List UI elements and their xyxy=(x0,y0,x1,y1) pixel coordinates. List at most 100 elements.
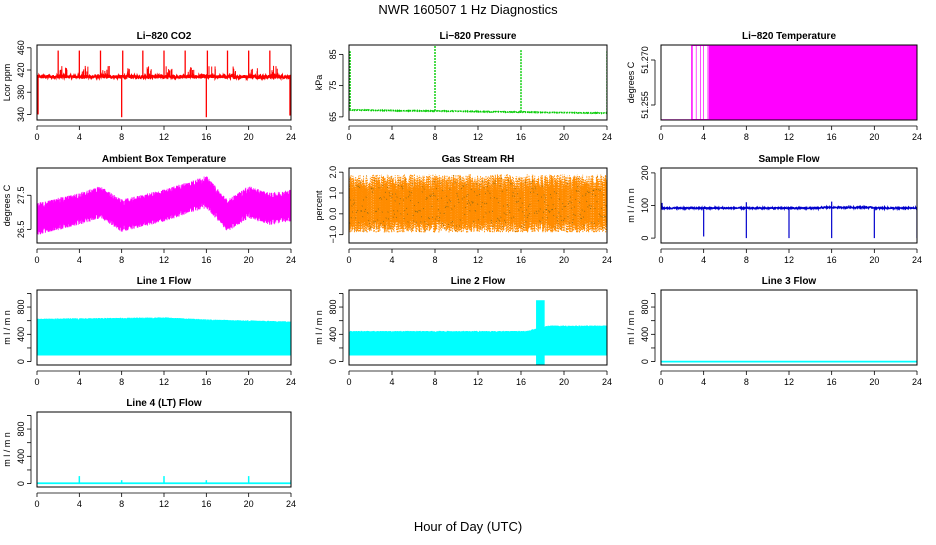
y-tick-label: 75 xyxy=(328,81,338,91)
y-tick-label: 460 xyxy=(16,40,26,55)
x-tick-label: 20 xyxy=(869,377,879,387)
x-tick-label: 20 xyxy=(244,499,254,509)
flow-event xyxy=(536,300,545,365)
oscillation-band xyxy=(695,45,917,120)
panel-co2: Li−820 CO2 Lcor ppm 0 4 8 12 16 20 24 340 380 420 46… xyxy=(2,31,296,142)
y-tick-label: 0 xyxy=(640,236,650,241)
x-tick-label: 0 xyxy=(346,377,351,387)
x-axis: 0 4 8 12 16 20 24 xyxy=(346,125,612,142)
y-axis: −1.0 0.0 1.0 2.0 xyxy=(328,166,344,244)
x-tick-label: 16 xyxy=(516,255,526,265)
x-axis: 0 4 8 12 16 20 24 xyxy=(346,370,612,387)
panel-rh: Gas Stream RH percent 0 4 8 12 16 20 24 −1.0 0.0 1.… xyxy=(314,154,612,265)
y-tick-label: 400 xyxy=(16,327,26,342)
y-axis: 0 400 800 xyxy=(16,415,32,486)
x-tick-label: 0 xyxy=(34,499,39,509)
oscillation-band xyxy=(37,176,291,235)
x-tick-label: 16 xyxy=(827,377,837,387)
y-tick-label: 420 xyxy=(16,62,26,77)
panel-line4: Line 4 (LT) Flow m l / m n 0 4 8 12 16 20 24 0 400… xyxy=(2,398,296,509)
x-tick-label: 12 xyxy=(784,377,794,387)
x-tick-label: 16 xyxy=(201,377,211,387)
plot-frame xyxy=(660,167,918,244)
x-tick-label: 8 xyxy=(119,499,124,509)
flow-band xyxy=(349,325,607,356)
x-tick-label: 4 xyxy=(77,377,82,387)
y-tick-label: 340 xyxy=(16,107,26,122)
y-tick-label: −1.0 xyxy=(328,226,338,244)
x-tick-label: 16 xyxy=(201,255,211,265)
x-tick-label: 20 xyxy=(869,132,879,142)
x-tick-label: 0 xyxy=(658,132,663,142)
panel-temperature: Li−820 Temperature degrees C 0 4 8 12 16 20 24 51… xyxy=(626,31,922,142)
y-tick-label: 400 xyxy=(640,327,650,342)
x-tick-label: 4 xyxy=(701,255,706,265)
x-tick-label: 20 xyxy=(244,255,254,265)
series-line xyxy=(349,108,607,115)
x-axis: 0 4 8 12 16 20 24 xyxy=(658,248,922,265)
y-tick-label: 400 xyxy=(16,449,26,464)
x-tick-label: 0 xyxy=(658,377,663,387)
y-axis: 0 400 800 xyxy=(328,293,344,364)
y-tick-label: 85 xyxy=(328,49,338,59)
panel-title: Li−820 Temperature xyxy=(742,31,836,42)
x-tick-label: 8 xyxy=(119,377,124,387)
x-tick-label: 20 xyxy=(559,132,569,142)
y-tick-label: 0 xyxy=(16,481,26,486)
y-tick-label: 0 xyxy=(16,359,26,364)
y-axis: 51.255 51.270 xyxy=(640,46,656,119)
y-tick-label: 0 xyxy=(328,359,338,364)
y-tick-label: 380 xyxy=(16,85,26,100)
y-axis: 0 100 200 xyxy=(640,165,656,241)
series-co2 xyxy=(37,50,291,118)
x-tick-label: 4 xyxy=(389,255,394,265)
x-tick-label: 12 xyxy=(784,255,794,265)
x-tick-label: 8 xyxy=(119,132,124,142)
panel-line1: Line 1 Flow m l / m n 0 4 8 12 16 20 24 0 400 800 xyxy=(2,276,296,387)
series-line1 xyxy=(37,317,291,356)
x-tick-label: 12 xyxy=(473,255,483,265)
panel-ylabel: kPa xyxy=(314,75,324,91)
oscillation-band xyxy=(349,174,607,233)
x-tick-label: 8 xyxy=(432,255,437,265)
x-axis: 0 4 8 12 16 20 24 xyxy=(346,248,612,265)
x-axis: 0 4 8 12 16 20 24 xyxy=(658,370,922,387)
y-tick-label: 2.0 xyxy=(328,166,338,179)
x-tick-label: 12 xyxy=(473,377,483,387)
panel-ylabel: degrees C xyxy=(626,61,636,103)
x-tick-label: 24 xyxy=(912,377,922,387)
plot-frame xyxy=(36,44,292,121)
x-tick-label: 12 xyxy=(159,377,169,387)
y-tick-label: 400 xyxy=(328,327,338,342)
x-tick-label: 16 xyxy=(827,255,837,265)
y-tick-label: 65 xyxy=(328,112,338,122)
x-tick-label: 12 xyxy=(159,132,169,142)
x-axis: 0 4 8 12 16 20 24 xyxy=(658,125,922,142)
y-tick-label: 200 xyxy=(640,165,650,180)
plot-frame xyxy=(660,289,918,366)
x-tick-label: 0 xyxy=(34,377,39,387)
panel-title: Sample Flow xyxy=(758,154,819,165)
panel-sample: Sample Flow m l / m n 0 4 8 12 16 20 24 0 100 200 xyxy=(626,154,922,265)
x-tick-label: 4 xyxy=(701,132,706,142)
plot-frame xyxy=(348,44,608,121)
panel-title: Line 3 Flow xyxy=(762,276,817,287)
x-tick-label: 24 xyxy=(602,377,612,387)
y-axis: 0 400 800 xyxy=(640,293,656,364)
figure-xlabel: Hour of Day (UTC) xyxy=(414,519,522,534)
panel-ambient: Ambient Box Temperature degrees C 0 4 8 12 16 2… xyxy=(2,154,296,265)
y-axis: 340 380 420 460 xyxy=(16,40,32,122)
x-tick-label: 4 xyxy=(77,132,82,142)
flow-band xyxy=(37,317,291,356)
y-tick-label: 1.0 xyxy=(328,187,338,200)
series-line4 xyxy=(37,476,291,485)
series-line2 xyxy=(349,300,607,365)
y-tick-label: 0.0 xyxy=(328,208,338,221)
x-tick-label: 24 xyxy=(912,132,922,142)
y-tick-label: 26.5 xyxy=(16,221,26,239)
y-axis: 0 400 800 xyxy=(16,293,32,364)
panel-ylabel: m l / m n xyxy=(2,310,12,345)
x-tick-label: 20 xyxy=(869,255,879,265)
series-temperature xyxy=(661,45,917,120)
